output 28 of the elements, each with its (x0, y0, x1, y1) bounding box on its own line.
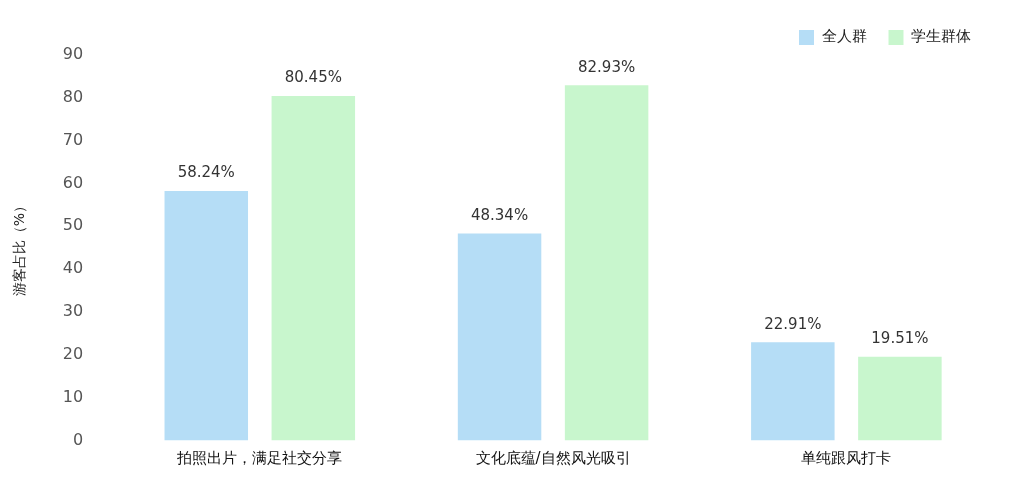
data-label: 19.51% (871, 329, 929, 348)
x-tick-label: 文化底蕴/自然风光吸引 (475, 449, 631, 468)
y-tick-label: 40 (62, 258, 84, 278)
legend-label: 全人群 (821, 27, 867, 46)
y-axis-title: 游客占比（%） (11, 199, 28, 297)
bar (564, 85, 649, 441)
bar (858, 356, 942, 441)
y-tick-label: 0 (72, 429, 84, 449)
data-label: 48.34% (470, 205, 529, 224)
data-label: 80.45% (284, 68, 342, 87)
y-tick-label: 30 (62, 301, 84, 321)
data-label: 82.93% (578, 57, 636, 76)
bar (164, 191, 249, 441)
x-tick-label: 拍照出片，满足社交分享 (176, 449, 343, 468)
x-tick-label: 单纯跟风打卡 (801, 449, 892, 468)
legend-label: 学生群体 (911, 27, 971, 46)
y-tick-label: 50 (62, 215, 84, 235)
bar (271, 95, 356, 441)
y-tick-label: 10 (62, 386, 84, 406)
y-tick-label: 20 (62, 343, 84, 363)
y-tick-label: 80 (62, 86, 84, 106)
bar (457, 233, 542, 441)
bar (751, 342, 835, 441)
data-label: 58.24% (177, 163, 235, 182)
y-tick-label: 90 (62, 44, 84, 64)
y-tick-label: 70 (62, 129, 84, 149)
y-tick-label: 60 (62, 172, 84, 192)
data-label: 22.91% (764, 314, 822, 333)
